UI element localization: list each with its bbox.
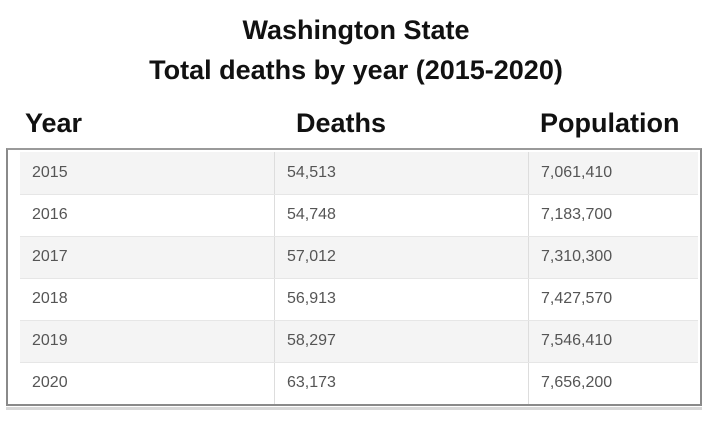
row-divider [20, 362, 698, 363]
cell-population: 7,427,570 [541, 290, 613, 307]
cell-population: 7,061,410 [541, 164, 613, 181]
column-header-population: Population [540, 108, 680, 138]
cell-year: 2017 [20, 236, 275, 278]
cell-deaths: 63,173 [275, 362, 529, 404]
title-line-1: Washington State [242, 15, 470, 45]
cell-year: 2015 [20, 152, 275, 194]
cell-deaths: 57,012 [275, 236, 529, 278]
row-divider [20, 278, 698, 279]
row-divider [20, 236, 698, 237]
cell-population: 7,656,200 [541, 374, 613, 391]
table-row: 2017 57,012 7,310,300 [20, 236, 698, 278]
row-divider [20, 320, 698, 321]
table-row: 2018 56,913 7,427,570 [20, 278, 698, 320]
cell-population: 7,310,300 [541, 248, 613, 265]
cell-population: 7,183,700 [541, 206, 613, 223]
table-row: 2020 63,173 7,656,200 [20, 362, 698, 404]
cell-deaths: 54,748 [275, 194, 529, 236]
cell-deaths: 58,297 [275, 320, 529, 362]
row-divider [20, 194, 698, 195]
cell-year: 2018 [20, 278, 275, 320]
cell-deaths: 54,513 [275, 152, 529, 194]
table-row: 2016 54,748 7,183,700 [20, 194, 698, 236]
cell-deaths: 56,913 [275, 278, 529, 320]
table-row: 2019 58,297 7,546,410 [20, 320, 698, 362]
cell-year: 2020 [20, 362, 275, 404]
chart-title: Washington State Total deaths by year (2… [0, 10, 712, 90]
table-row: 2015 54,513 7,061,410 [20, 152, 698, 194]
column-header-year: Year [25, 108, 83, 138]
cell-population: 7,546,410 [541, 332, 613, 349]
cell-year: 2019 [20, 320, 275, 362]
data-table: 2015 54,513 7,061,410 2016 54,748 7,183,700 20… [6, 148, 702, 410]
column-header-deaths: Deaths [296, 108, 387, 138]
cell-year: 2016 [20, 194, 275, 236]
title-line-2: Total deaths by year (2015-2020) [149, 55, 563, 85]
